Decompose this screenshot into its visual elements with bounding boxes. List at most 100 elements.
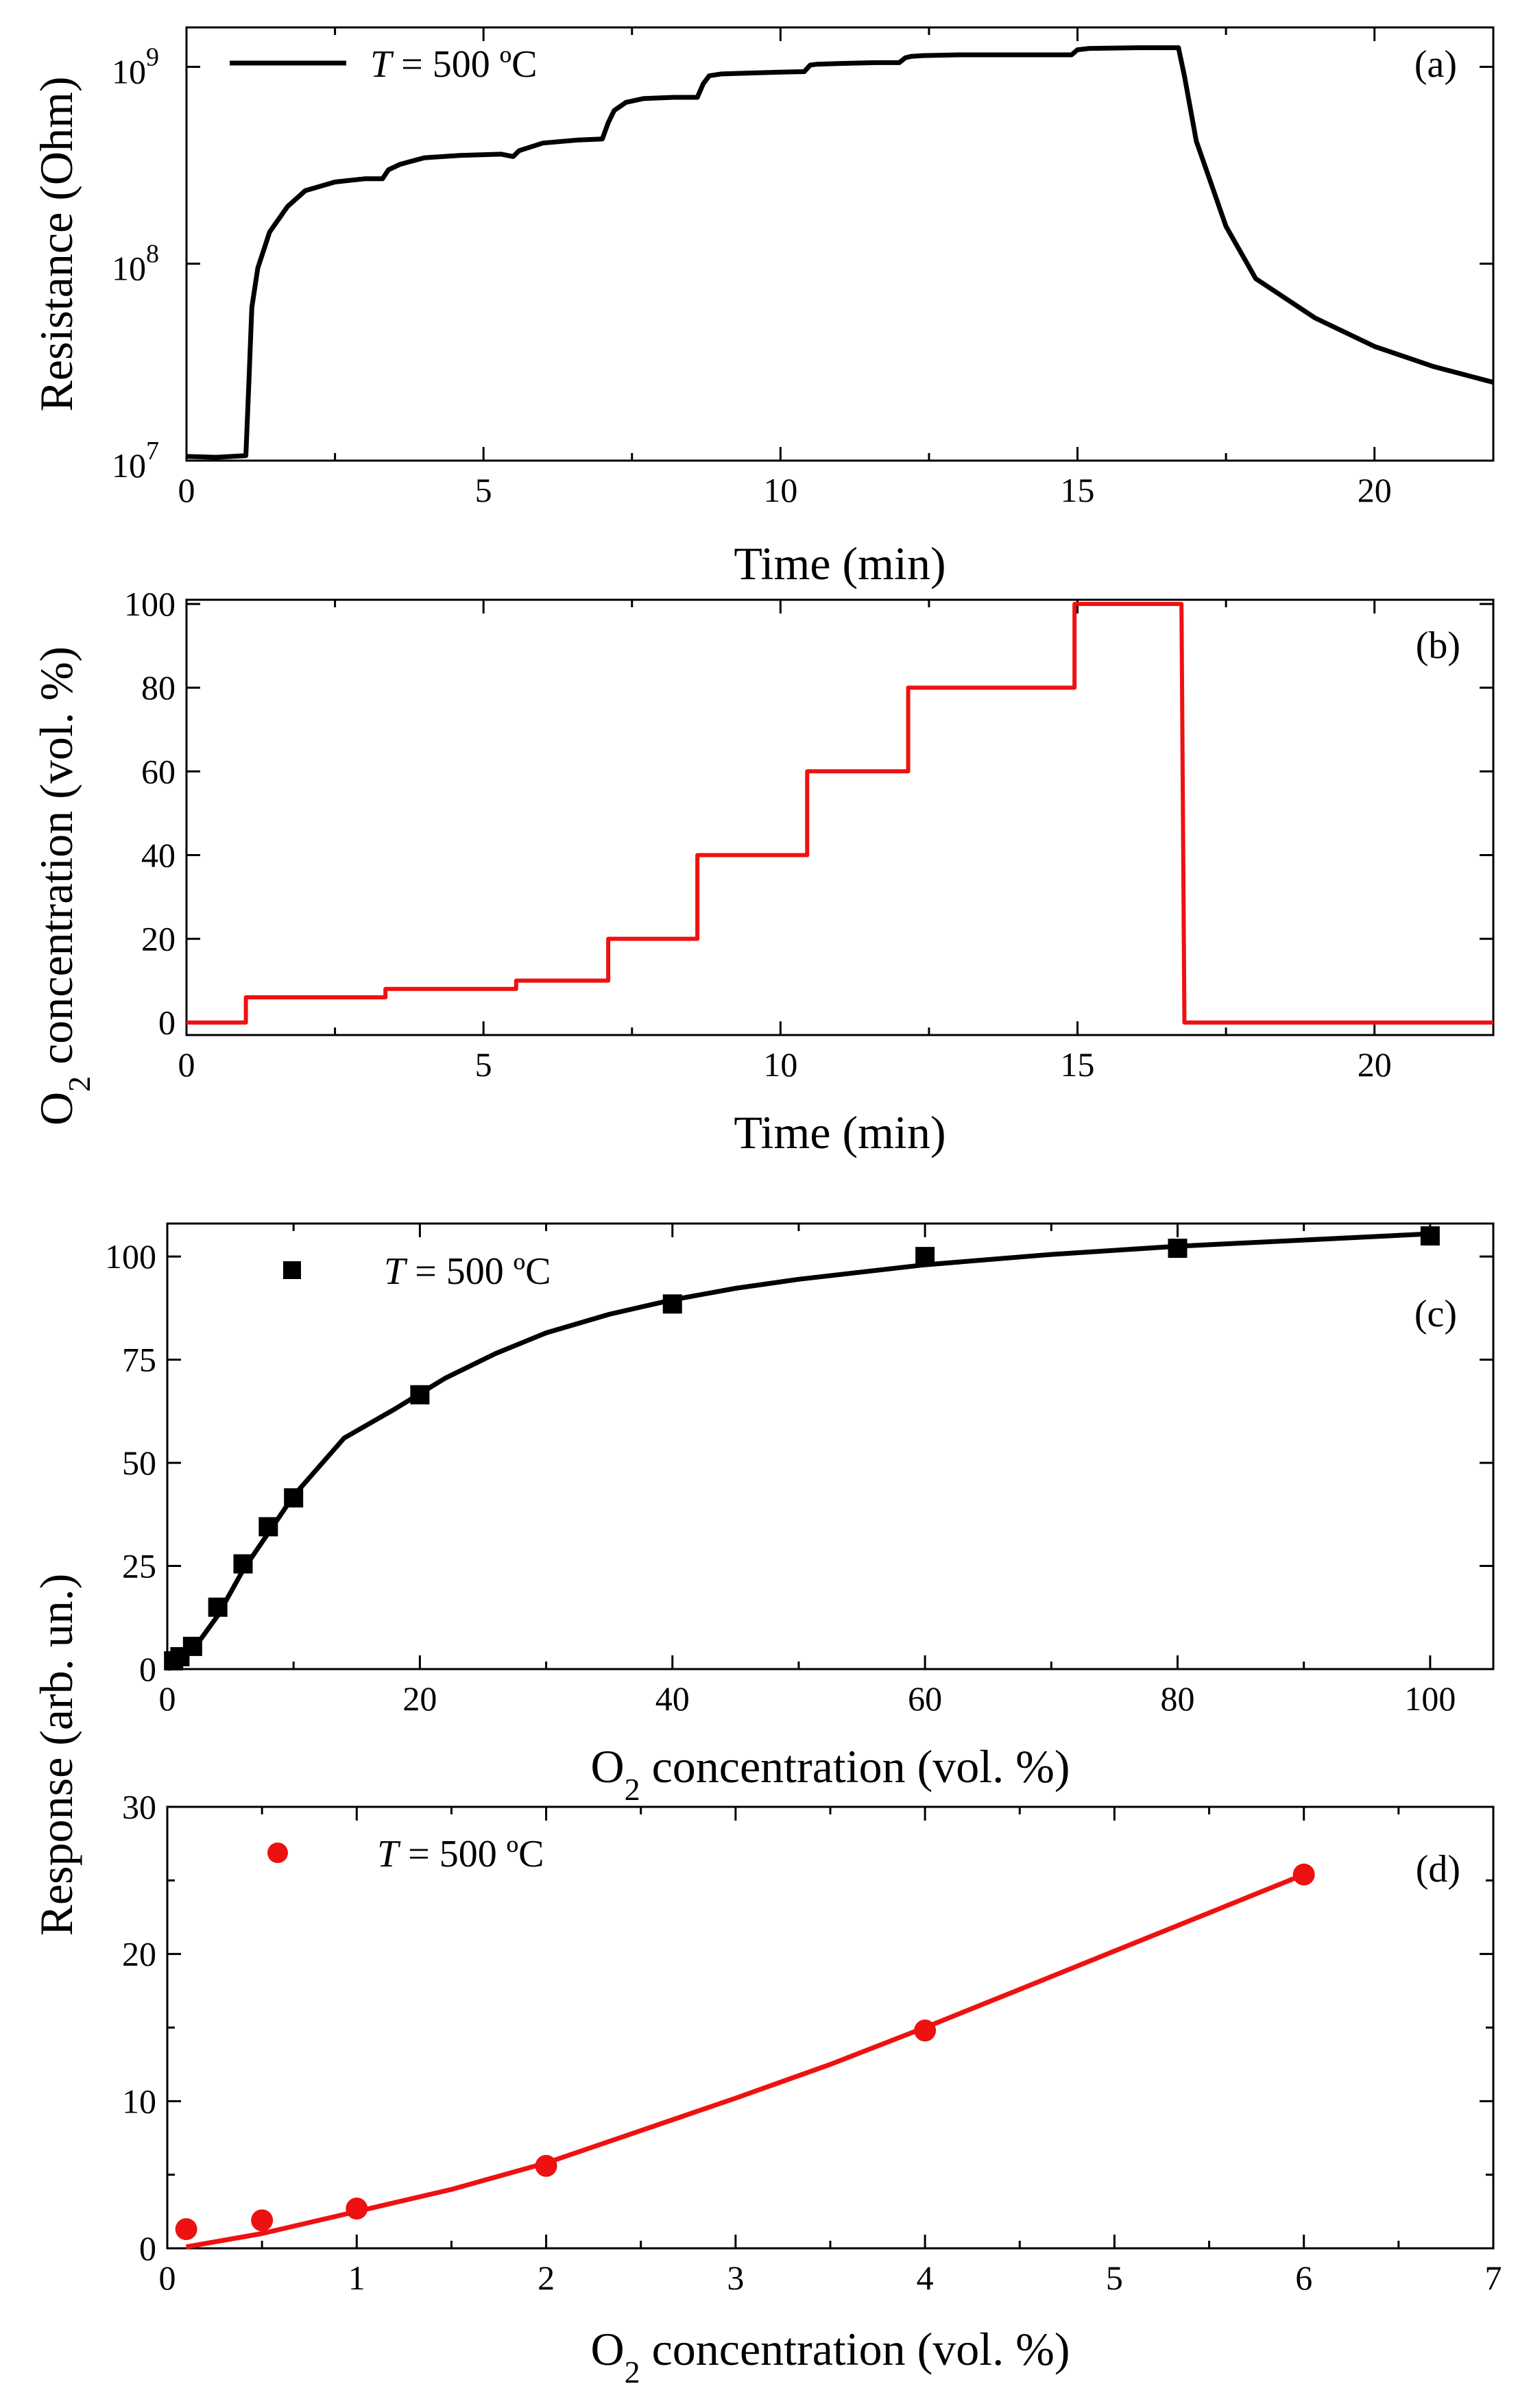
legend: T = 500 ºC (267, 1833, 544, 1875)
data-point-circle (914, 2019, 937, 2042)
data-point-square (662, 1294, 682, 1314)
y-tick-label: 0 (139, 1650, 156, 1688)
fit-curve-c (165, 1231, 1431, 1671)
x-tick-label: 0 (178, 471, 195, 509)
y-axis-title-b: O2 concentration (vol. %) (30, 646, 97, 1126)
y-tick-label: 100 (105, 1237, 156, 1276)
y-tick-label: 80 (141, 668, 176, 707)
label-part: concentration (vol. %) (640, 1740, 1070, 1792)
x-tick-label: 0 (159, 2259, 176, 2297)
data-point-circle (346, 2198, 368, 2220)
y-tick-label: 109 (112, 42, 159, 90)
x-axis-title-a: Time (min) (734, 537, 945, 589)
y-tick-label: 20 (122, 1935, 156, 1973)
y-tick-label: 0 (158, 1004, 176, 1042)
panel-c: 0 20 40 60 80 100 0 25 50 75 100 T = 500 ºC (c) O2 co… (30, 1222, 1495, 1936)
y-axis-c: 0 25 50 75 100 (105, 1237, 1493, 1688)
label-subscript: 2 (625, 1772, 640, 1807)
data-point-square (258, 1517, 278, 1537)
fit-curve-d (185, 1872, 1305, 2250)
legend-rest: = 500 ºC (391, 43, 537, 86)
data-point-square (410, 1385, 430, 1404)
y-tick-label: 100 (124, 585, 176, 623)
panel-label-b: (b) (1416, 624, 1460, 667)
y-tick-label: 108 (112, 240, 159, 288)
x-axis-d: 0 1 2 3 4 5 6 7 (159, 1807, 1502, 2297)
legend-rest: = 500 ºC (398, 1833, 544, 1875)
tick-exponent: 8 (146, 240, 159, 269)
x-tick-label: 10 (763, 1045, 797, 1084)
x-tick-label: 7 (1485, 2259, 1502, 2297)
label-part: O (591, 1740, 625, 1792)
x-axis-title-c: O2 concentration (vol. %) (591, 1740, 1070, 1807)
x-tick-label: 10 (763, 471, 797, 509)
legend-rest: = 500 ºC (405, 1250, 551, 1293)
x-tick-label: 60 (908, 1679, 942, 1718)
x-tick-label: 20 (402, 1679, 437, 1718)
legend-T: T (377, 1833, 401, 1875)
x-axis-title-d: O2 concentration (vol. %) (591, 2323, 1070, 2389)
y-tick-label: 107 (112, 437, 159, 485)
x-tick-label: 100 (1404, 1679, 1456, 1718)
panel-d: 0 1 2 3 4 5 6 7 0 10 20 30 T = 500 ºC (d) O2 concentra… (122, 1788, 1502, 2389)
label-subscript: 2 (62, 1076, 97, 1092)
x-tick-label: 20 (1358, 471, 1392, 509)
data-point-circle (251, 2209, 274, 2232)
data-point-square (208, 1597, 228, 1617)
data-point-square (182, 1636, 202, 1656)
legend-label: T = 500 ºC (377, 1833, 544, 1875)
markers-c (164, 1226, 1440, 1670)
x-axis-a: 0 5 10 15 20 (178, 27, 1392, 509)
legend: T = 500 ºC (283, 1250, 551, 1293)
label-part: concentration (vol. %) (30, 646, 82, 1076)
legend-T: T (370, 43, 394, 86)
x-tick-label: 5 (475, 1045, 492, 1084)
x-tick-label: 40 (655, 1679, 690, 1718)
legend-label: T = 500 ºC (384, 1250, 551, 1293)
plot-frame-c (166, 1222, 1495, 1670)
legend-T: T (384, 1250, 408, 1293)
x-tick-label: 0 (159, 1679, 176, 1718)
x-tick-label: 4 (917, 2259, 934, 2297)
y-axis-a: 107 108 109 (112, 42, 1493, 485)
y-tick-label: 40 (141, 836, 176, 874)
y-tick-label: 30 (122, 1788, 156, 1826)
data-point-square (1420, 1226, 1440, 1246)
plot-frame-b (185, 598, 1495, 1036)
y-tick-label: 0 (139, 2229, 156, 2267)
legend: T = 500 ºC (230, 43, 537, 86)
data-point-circle (1292, 1863, 1315, 1886)
panel-label-a: (a) (1414, 43, 1457, 86)
y-tick-label: 60 (141, 752, 176, 790)
y-axis-title-shared: Response (arb. un.) (30, 1574, 82, 1936)
x-tick-label: 80 (1161, 1679, 1195, 1718)
panel-label-d: (d) (1416, 1848, 1460, 1890)
x-tick-label: 5 (1106, 2259, 1123, 2297)
legend-circle-marker (267, 1843, 288, 1863)
x-tick-label: 2 (538, 2259, 555, 2297)
data-point-square (284, 1488, 304, 1508)
x-tick-label: 20 (1358, 1045, 1392, 1084)
label-part: O (30, 1092, 82, 1126)
x-axis-b: 0 5 10 15 20 (178, 600, 1392, 1084)
plot-frame-a (185, 26, 1495, 462)
x-tick-label: 1 (348, 2259, 365, 2297)
data-point-circle (535, 2154, 557, 2177)
label-part: O (591, 2323, 625, 2375)
y-tick-label: 75 (122, 1341, 156, 1379)
x-tick-label: 5 (475, 471, 492, 509)
data-point-circle (175, 2218, 197, 2241)
tick-base: 10 (112, 250, 146, 288)
x-tick-label: 0 (178, 1045, 195, 1084)
x-tick-label: 15 (1061, 1045, 1095, 1084)
x-axis-c: 0 20 40 60 80 100 (159, 1224, 1456, 1718)
legend-label: T = 500 ºC (370, 43, 537, 86)
x-tick-label: 15 (1061, 471, 1095, 509)
data-point-square (233, 1554, 253, 1574)
panel-b: 0 5 10 15 20 0 20 40 60 80 100 (b) Time (min) O2 conc… (30, 585, 1495, 1158)
y-tick-label: 25 (122, 1547, 156, 1585)
y-tick-label: 10 (122, 2082, 156, 2120)
label-subscript: 2 (625, 2355, 640, 2389)
